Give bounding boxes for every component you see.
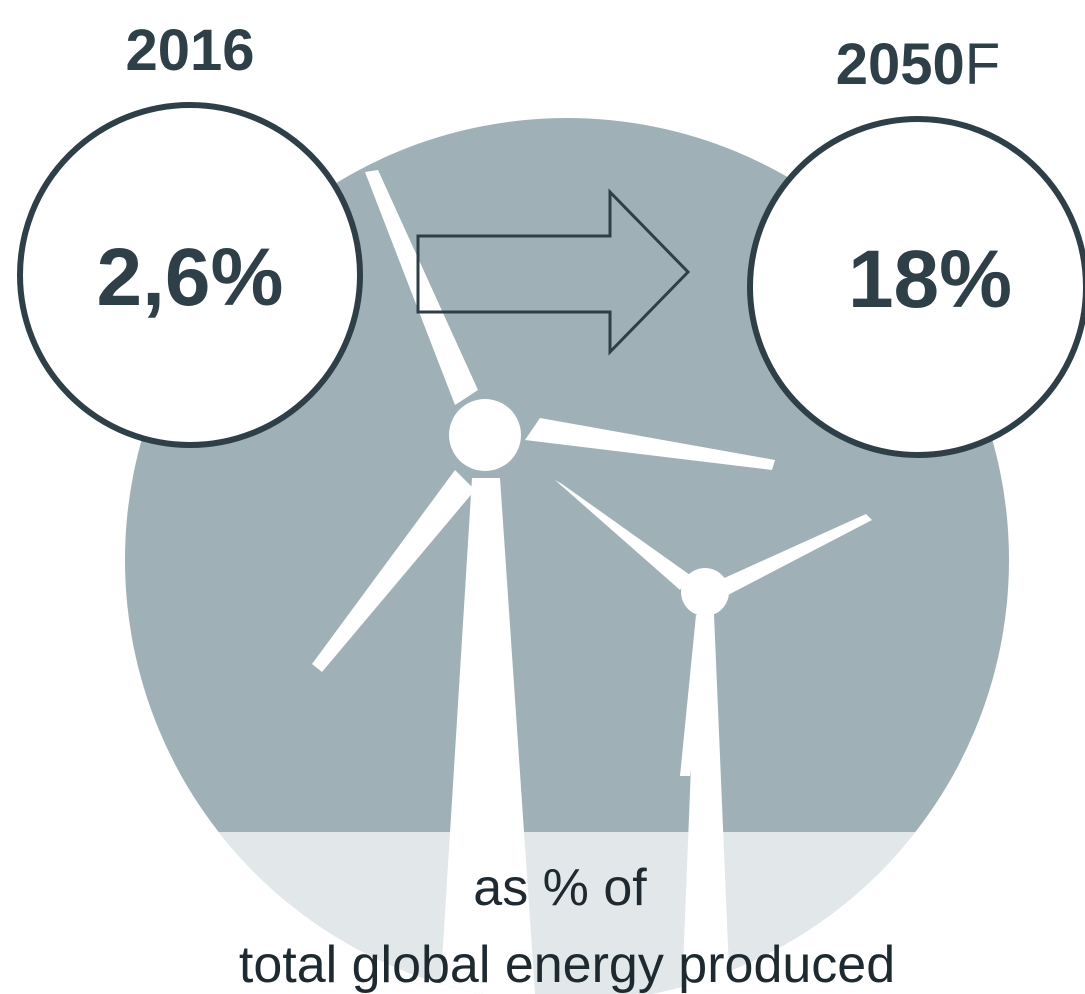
right-year-suffix: F xyxy=(965,32,1000,97)
caption-line: as % of xyxy=(473,859,647,917)
right-year: 2050 xyxy=(836,32,965,97)
right-year-label: 2050F xyxy=(836,32,1000,97)
left-year: 2016 xyxy=(125,18,254,83)
right-value: 18% xyxy=(848,234,1012,325)
caption-line: total global energy produced xyxy=(239,936,895,994)
page: {"left": {"year": "2016", "value": "2,6%… xyxy=(0,0,1085,994)
left-value: 2,6% xyxy=(97,232,284,323)
infographic: 2016 2,6% 2050F 18% as % of total global… xyxy=(0,0,1085,994)
